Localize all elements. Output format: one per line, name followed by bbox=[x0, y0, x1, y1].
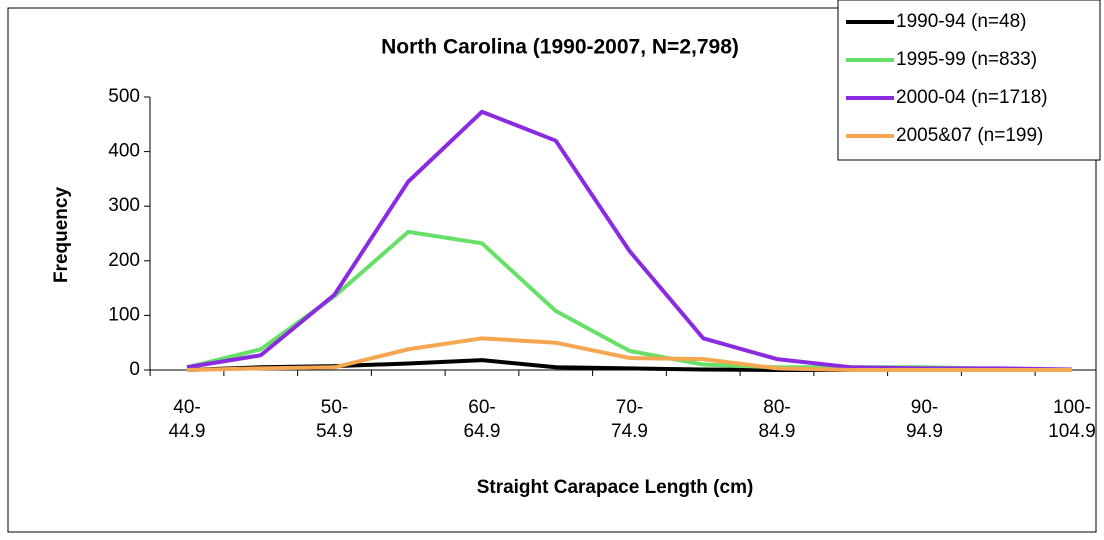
y-tick-label: 0 bbox=[129, 359, 140, 380]
x-tick-label: 70- 74.9 bbox=[611, 397, 648, 442]
x-tick-label: 90- 94.9 bbox=[906, 397, 943, 442]
legend-label: 1995-99 (n=833) bbox=[896, 49, 1037, 70]
x-tick-label: 60- 64.9 bbox=[463, 397, 501, 442]
y-tick-label: 300 bbox=[108, 195, 140, 216]
y-tick-label: 500 bbox=[108, 86, 140, 107]
y-tick-label: 100 bbox=[108, 304, 140, 325]
series-line bbox=[186, 336, 1072, 372]
legend-label: 1990-94 (n=48) bbox=[896, 11, 1026, 32]
x-tick-label: 50- 54.9 bbox=[316, 397, 353, 442]
x-tick-label: 100- 104.9 bbox=[1048, 397, 1096, 442]
y-tick-label: 200 bbox=[108, 250, 140, 271]
legend-box bbox=[837, 0, 1101, 161]
x-tick-label: 40- 44.9 bbox=[168, 397, 206, 442]
chart-border bbox=[7, 7, 1097, 533]
y-axis-label: Frequency bbox=[51, 187, 72, 284]
legend-label: 2000-04 (n=1718) bbox=[896, 87, 1048, 108]
legend-label: 2005&07 (n=199) bbox=[896, 125, 1043, 146]
chart-title: North Carolina (1990-2007, N=2,798) bbox=[381, 36, 739, 59]
x-axis-label: Straight Carapace Length (cm) bbox=[477, 477, 754, 498]
x-tick-label: 80- 84.9 bbox=[758, 397, 796, 442]
y-tick-label: 400 bbox=[108, 141, 140, 162]
